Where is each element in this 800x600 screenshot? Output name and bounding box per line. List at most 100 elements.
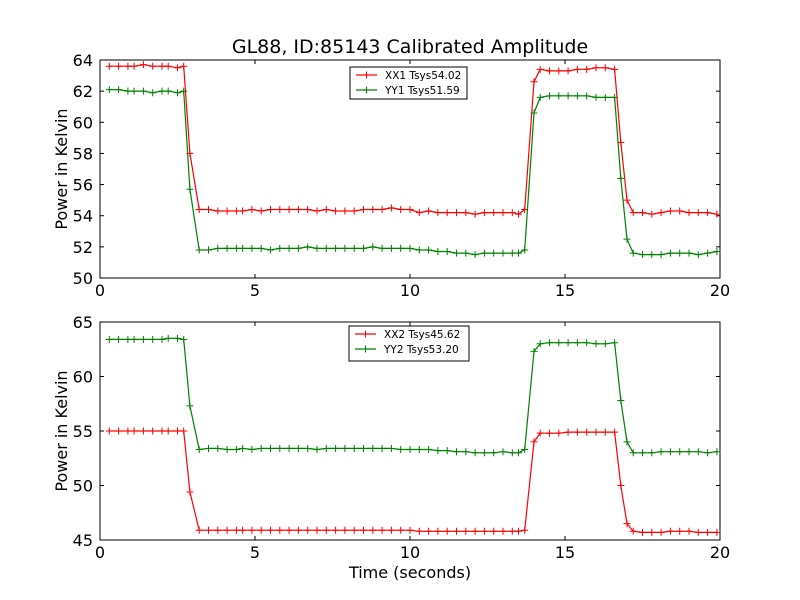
x-tick-label: 15 <box>555 543 575 562</box>
data-point <box>434 527 442 535</box>
data-point <box>232 207 240 215</box>
data-point <box>521 246 529 254</box>
data-point <box>139 427 147 435</box>
legend-box <box>349 66 468 100</box>
data-point <box>267 246 274 254</box>
data-point <box>546 92 553 100</box>
data-point <box>434 209 442 217</box>
series-line <box>109 88 718 256</box>
data-point <box>378 244 386 252</box>
x-axis-label: Time (seconds) <box>348 563 471 582</box>
data-point <box>174 89 181 97</box>
data-point <box>174 427 181 435</box>
data-point <box>149 89 157 97</box>
data-point <box>332 244 340 252</box>
data-point <box>304 526 312 534</box>
series-xx1 <box>105 61 721 218</box>
legend-label: YY1 Tsys51.59 <box>384 85 460 97</box>
data-point <box>276 526 284 534</box>
data-point <box>629 527 637 535</box>
data-point <box>499 209 507 217</box>
data-point <box>676 448 684 456</box>
data-point <box>657 251 665 259</box>
data-point <box>304 205 312 213</box>
data-point <box>611 65 619 73</box>
data-point <box>341 244 349 252</box>
data-point <box>186 402 194 410</box>
x-tick-label: 20 <box>710 543 730 562</box>
data-point <box>195 526 203 534</box>
data-point <box>341 207 349 215</box>
data-point <box>480 249 488 257</box>
data-point <box>239 526 247 534</box>
data-point <box>617 482 625 489</box>
data-point <box>453 527 460 535</box>
data-point <box>285 244 293 252</box>
data-point <box>611 428 619 436</box>
data-point <box>480 449 488 457</box>
data-point <box>149 335 157 343</box>
legend-label: XX2 Tsys45.62 <box>384 329 460 341</box>
data-point <box>555 429 563 437</box>
data-point <box>130 335 138 343</box>
y-tick-label: 56 <box>73 176 93 195</box>
y-tick-label: 54 <box>73 207 93 226</box>
data-point <box>341 526 349 534</box>
data-point <box>601 64 609 72</box>
data-point <box>285 526 293 534</box>
series-line <box>109 430 717 534</box>
data-point <box>657 209 665 217</box>
data-point <box>223 244 231 252</box>
data-point <box>397 205 405 213</box>
data-point <box>685 249 693 257</box>
data-point <box>415 209 423 217</box>
data-point <box>685 448 693 456</box>
data-point <box>453 209 460 217</box>
data-point <box>583 92 591 100</box>
data-point <box>639 209 646 217</box>
data-point <box>601 428 609 436</box>
data-point <box>313 207 321 215</box>
data-point <box>583 428 591 436</box>
data-point <box>378 444 386 452</box>
legend-marker <box>363 86 370 94</box>
data-point <box>105 86 113 94</box>
data-point <box>257 444 265 452</box>
data-point <box>267 205 274 213</box>
data-point <box>195 246 203 254</box>
data-point <box>583 339 591 347</box>
data-point <box>648 210 656 218</box>
data-point <box>294 244 302 252</box>
x-tick-label: 5 <box>250 543 260 562</box>
y-tick-label: 62 <box>73 82 93 101</box>
data-point <box>425 446 433 454</box>
data-point <box>676 207 684 215</box>
data-point <box>564 92 572 100</box>
data-point <box>480 527 488 535</box>
data-point <box>397 244 405 252</box>
data-point <box>443 209 451 217</box>
data-point <box>267 526 274 534</box>
y-tick-label: 64 <box>73 51 93 70</box>
data-point <box>164 334 172 342</box>
data-point <box>350 244 358 252</box>
data-point <box>713 448 721 456</box>
data-point <box>462 249 470 257</box>
data-point <box>592 93 600 101</box>
data-point <box>130 87 138 95</box>
data-point <box>415 246 423 254</box>
data-point <box>499 527 507 535</box>
data-point <box>536 340 544 348</box>
data-point <box>248 446 256 454</box>
data-point <box>623 520 631 528</box>
data-point <box>332 444 340 452</box>
data-point <box>490 249 498 257</box>
data-point <box>555 339 563 347</box>
data-point <box>174 334 181 342</box>
data-point <box>406 205 414 213</box>
series-line <box>109 337 717 454</box>
data-point <box>704 249 712 257</box>
data-point <box>704 528 712 536</box>
y-tick-label: 45 <box>73 531 93 550</box>
